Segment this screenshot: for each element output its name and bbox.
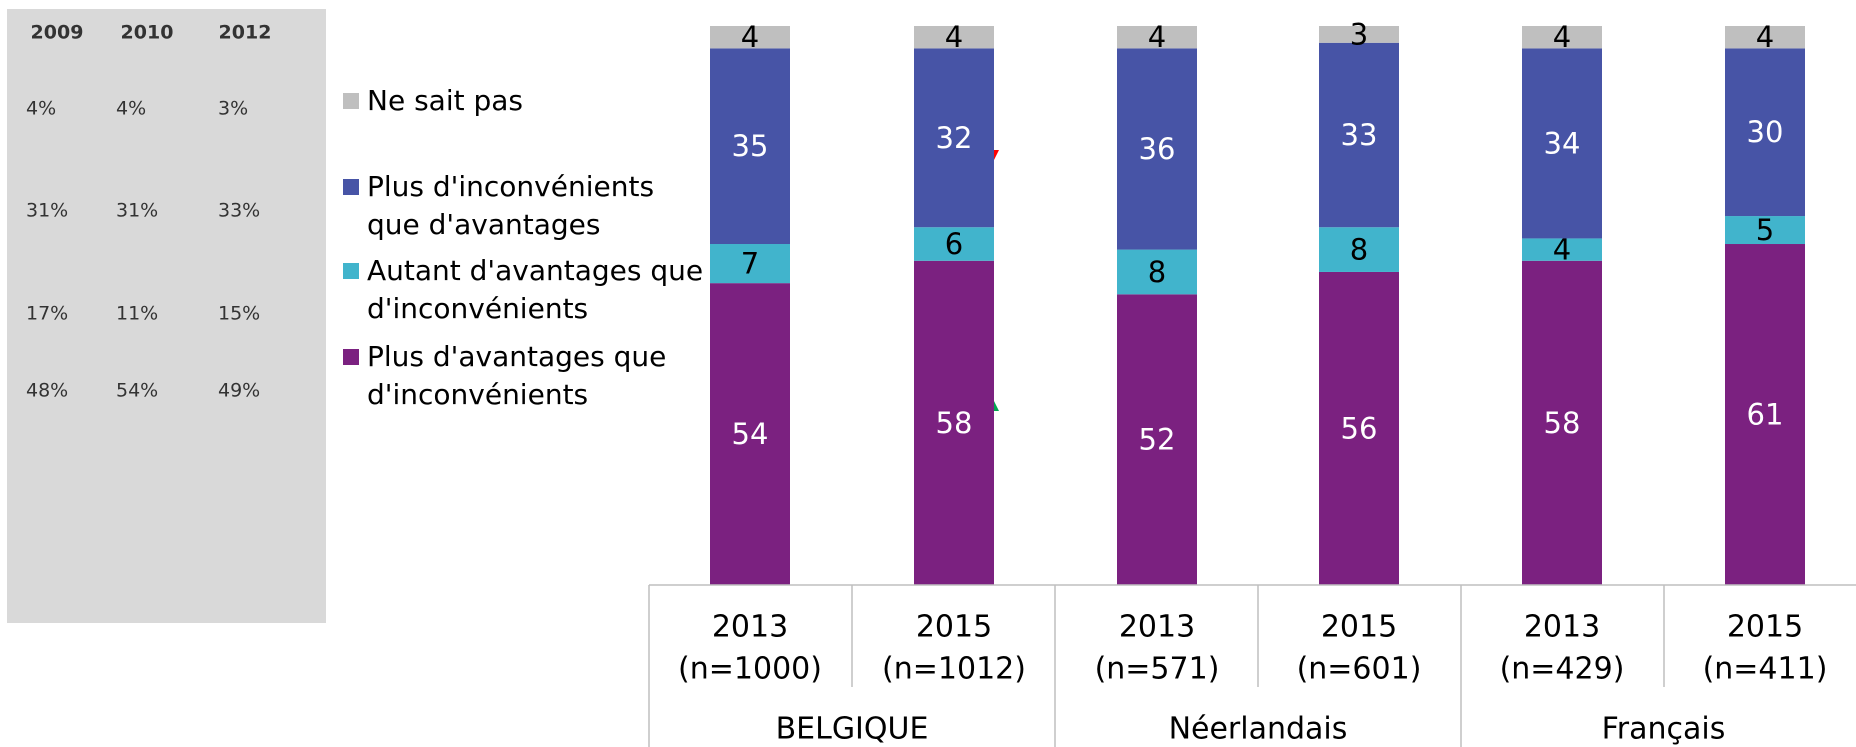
group-label: BELGIQUE <box>776 712 929 747</box>
bar-segment <box>1725 244 1805 585</box>
bar-segment <box>1117 48 1197 250</box>
bar-segment <box>1319 227 1399 272</box>
table-cell: 49% <box>218 380 260 402</box>
bar-segment <box>914 260 994 585</box>
bar-segment <box>1319 42 1399 228</box>
data-label: 5 <box>1756 213 1774 247</box>
x-tick-label: 2015 <box>916 610 992 645</box>
x-tick-sublabel: (n=601) <box>1297 652 1422 687</box>
bar-segment <box>1319 26 1399 43</box>
bar-segment <box>710 26 790 49</box>
data-label: 32 <box>936 121 973 155</box>
bar-segment <box>1522 48 1602 239</box>
data-label: 58 <box>936 406 973 440</box>
table-cell: 33% <box>218 200 260 222</box>
table-cell: 48% <box>26 380 68 402</box>
bar-segment <box>1522 238 1602 261</box>
group-label: Néerlandais <box>1169 712 1348 747</box>
bar-segment <box>1117 294 1197 585</box>
bar-segment <box>1117 26 1197 49</box>
legend-swatch <box>343 179 359 195</box>
data-label: 4 <box>1756 20 1774 54</box>
x-tick-label: 2015 <box>1727 610 1803 645</box>
data-label: 4 <box>1553 233 1571 267</box>
data-label: 34 <box>1544 126 1581 160</box>
data-label: 7 <box>741 247 759 281</box>
data-label: 4 <box>741 20 759 54</box>
data-label: 54 <box>732 417 769 451</box>
data-label: 6 <box>945 227 963 261</box>
bar-segment <box>710 283 790 585</box>
data-label: 8 <box>1350 233 1368 267</box>
data-label: 33 <box>1341 118 1378 152</box>
bar-segment <box>1725 48 1805 217</box>
table-header: 2009 <box>31 22 84 44</box>
bar-segment <box>1522 260 1602 585</box>
data-label: 58 <box>1544 406 1581 440</box>
bar-segment <box>914 26 994 49</box>
bar-segment <box>1117 249 1197 295</box>
data-label: 4 <box>1553 20 1571 54</box>
legend-label: Ne sait pas <box>367 84 523 117</box>
side-table-bg <box>7 9 326 623</box>
data-label: 30 <box>1747 115 1784 149</box>
data-label: 35 <box>732 129 769 163</box>
data-label: 8 <box>1148 255 1166 289</box>
table-cell: 31% <box>26 200 68 222</box>
bar-segment <box>1319 271 1399 585</box>
bar-segment <box>1522 26 1602 49</box>
x-tick-label: 2013 <box>1524 610 1600 645</box>
x-tick-sublabel: (n=1000) <box>678 652 822 687</box>
data-label: 36 <box>1139 132 1176 166</box>
legend-item: Plus d'avantages que d'inconvénients <box>343 338 713 414</box>
legend-item: Ne sait pas <box>343 82 713 120</box>
data-label: 4 <box>1148 20 1166 54</box>
legend-item: Plus d'inconvénients que d'avantages <box>343 168 713 244</box>
table-cell: 54% <box>116 380 158 402</box>
data-label: 52 <box>1139 423 1176 457</box>
table-cell: 17% <box>26 303 68 325</box>
x-tick-label: 2015 <box>1321 610 1397 645</box>
bar-segment <box>1725 216 1805 245</box>
data-label: 4 <box>945 20 963 54</box>
table-cell: 4% <box>116 98 146 120</box>
legend-item: Autant d'avantages que d'inconvénients <box>343 252 713 328</box>
bar-segment <box>710 244 790 284</box>
data-label: 3 <box>1350 17 1368 51</box>
bar-segment <box>914 227 994 261</box>
data-label: 61 <box>1747 398 1784 432</box>
table-cell: 3% <box>218 98 248 120</box>
group-label: Français <box>1602 712 1726 747</box>
bar-segment <box>1725 26 1805 49</box>
table-cell: 4% <box>26 98 56 120</box>
x-tick-label: 2013 <box>1119 610 1195 645</box>
legend-swatch <box>343 93 359 109</box>
table-cell: 31% <box>116 200 158 222</box>
bar-segment <box>914 48 994 228</box>
bar-segment <box>710 48 790 245</box>
legend-label: Plus d'avantages que d'inconvénients <box>367 340 667 411</box>
x-tick-sublabel: (n=571) <box>1095 652 1220 687</box>
legend-label: Autant d'avantages que d'inconvénients <box>367 254 704 325</box>
x-tick-sublabel: (n=1012) <box>882 652 1026 687</box>
legend-swatch <box>343 263 359 279</box>
x-tick-sublabel: (n=411) <box>1703 652 1828 687</box>
legend-swatch <box>343 349 359 365</box>
table-cell: 15% <box>218 303 260 325</box>
x-tick-sublabel: (n=429) <box>1500 652 1625 687</box>
table-header: 2012 <box>219 22 272 44</box>
table-header: 2010 <box>121 22 174 44</box>
data-label: 56 <box>1341 411 1378 445</box>
table-cell: 11% <box>116 303 158 325</box>
x-tick-label: 2013 <box>712 610 788 645</box>
legend-label: Plus d'inconvénients que d'avantages <box>367 170 655 241</box>
